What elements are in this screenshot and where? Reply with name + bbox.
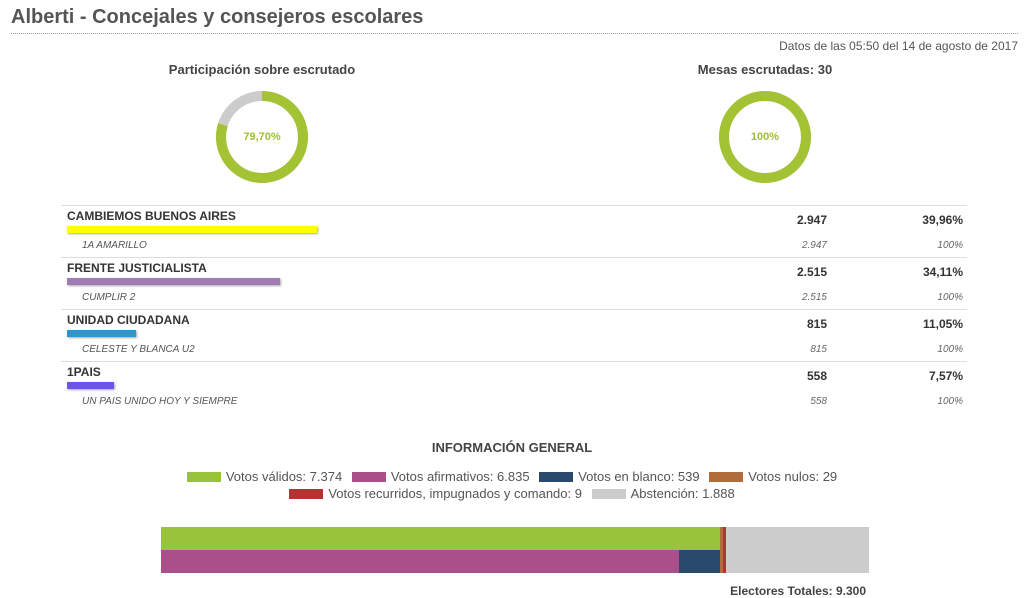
party-percentage: 39,96%: [922, 213, 963, 227]
legend-item: Votos en blanco: 539: [539, 469, 700, 484]
party-name: FRENTE JUSTICIALISTA: [67, 261, 207, 275]
party-percentage: 34,11%: [922, 265, 963, 279]
bar-segment-votos-recurridos-impugnados-y-comando: [722, 527, 726, 550]
legend-swatch: [289, 488, 324, 499]
party-votes: 815: [806, 317, 827, 331]
bar-segment-votos-afirmativos: [161, 550, 680, 573]
legend-item: Votos nulos: 29: [709, 469, 837, 484]
legend-item: Abstención: 1.888: [591, 486, 735, 501]
legend-label: Votos recurridos, impugnados y comando: …: [328, 486, 582, 501]
party-bar: [67, 226, 317, 233]
bar-segment-votos-v-lidos: [161, 527, 720, 550]
title-divider: [11, 33, 1018, 34]
data-timestamp: Datos de las 05:50 del 14 de agosto de 2…: [779, 39, 1018, 53]
party-bar: [67, 278, 281, 285]
list-name: UN PAIS UNIDO HOY Y SIEMPRE: [82, 396, 238, 407]
party-row: FRENTE JUSTICIALISTA 2.515 34,11% CUMPLI…: [61, 257, 967, 309]
list-name: CELESTE Y BLANCA U2: [82, 344, 195, 355]
party-bar: [67, 330, 137, 337]
party-votes: 2.947: [796, 213, 827, 227]
participation-panel: Participación sobre escrutado 79,70%: [112, 62, 412, 185]
list-percentage: 100%: [937, 240, 963, 251]
total-electors: Electores Totales: 9.300: [730, 584, 866, 598]
participation-label: Participación sobre escrutado: [168, 62, 356, 77]
list-votes: 2.947: [801, 240, 827, 251]
list-votes: 558: [810, 396, 827, 407]
list-percentage: 100%: [937, 344, 963, 355]
tables-panel: Mesas escrutadas: 30 100%: [615, 62, 915, 185]
legend-label: Votos afirmativos: 6.835: [390, 469, 530, 484]
tables-value: 100%: [750, 131, 780, 143]
party-name: 1PAIS: [67, 365, 101, 379]
bar-segment-abstenci-n: [725, 527, 870, 550]
legend-label: Votos en blanco: 539: [578, 469, 700, 484]
party-row: 1PAIS 558 7,57% UN PAIS UNIDO HOY Y SIEM…: [61, 361, 967, 413]
party-votes: 2.515: [796, 265, 827, 279]
bar-segment-votos-recurridos-impugnados-y-comando: [722, 550, 726, 573]
legend-swatch: [186, 471, 221, 482]
legend-item: Votos afirmativos: 6.835: [351, 469, 530, 484]
tables-label: Mesas escrutadas: 30: [697, 62, 833, 77]
list-percentage: 100%: [937, 292, 963, 303]
party-votes: 558: [806, 369, 827, 383]
list-name: CUMPLIR 2: [82, 292, 136, 303]
party-row: UNIDAD CIUDADANA 815 11,05% CELESTE Y BL…: [61, 309, 967, 361]
votes-stacked-bar: [161, 527, 870, 573]
results-table: CAMBIEMOS BUENOS AIRES 2.947 39,96% 1A A…: [61, 205, 967, 413]
chart-legend-row-2: Votos recurridos, impugnados y comando: …: [120, 486, 904, 501]
tables-donut-arc: [719, 91, 811, 183]
party-bar: [67, 382, 115, 389]
party-percentage: 7,57%: [928, 369, 963, 383]
participation-donut: 79,70%: [214, 89, 310, 185]
bar-segment-votos-en-blanco: [679, 550, 720, 573]
bar-segment-votos-nulos: [719, 527, 723, 550]
party-row: CAMBIEMOS BUENOS AIRES 2.947 39,96% 1A A…: [61, 205, 967, 257]
party-percentage: 11,05%: [922, 317, 963, 331]
bar-segment-abstenci-n: [725, 550, 870, 573]
participation-value: 79,70%: [243, 131, 281, 143]
legend-label: Votos nulos: 29: [748, 469, 838, 484]
participation-donut-arc: [216, 91, 308, 183]
legend-swatch: [709, 471, 744, 482]
party-name: UNIDAD CIUDADANA: [67, 313, 190, 327]
general-info-title: INFORMACIÓN GENERAL: [431, 440, 593, 455]
page-title: Alberti - Concejales y consejeros escola…: [11, 6, 424, 28]
legend-swatch: [591, 488, 626, 499]
bar-segment-votos-nulos: [719, 550, 723, 573]
list-name: 1A AMARILLO: [82, 240, 147, 251]
chart-legend: Votos válidos: 7.374 Votos afirmativos: …: [120, 469, 904, 484]
list-percentage: 100%: [937, 396, 963, 407]
tables-donut: 100%: [717, 89, 813, 185]
party-name: CAMBIEMOS BUENOS AIRES: [67, 209, 236, 223]
legend-item: Votos válidos: 7.374: [186, 469, 343, 484]
legend-swatch: [351, 471, 386, 482]
list-votes: 2.515: [801, 292, 827, 303]
list-votes: 815: [810, 344, 827, 355]
legend-label: Abstención: 1.888: [630, 486, 735, 501]
legend-swatch: [539, 471, 574, 482]
legend-item: Votos recurridos, impugnados y comando: …: [289, 486, 582, 501]
legend-label: Votos válidos: 7.374: [225, 469, 343, 484]
